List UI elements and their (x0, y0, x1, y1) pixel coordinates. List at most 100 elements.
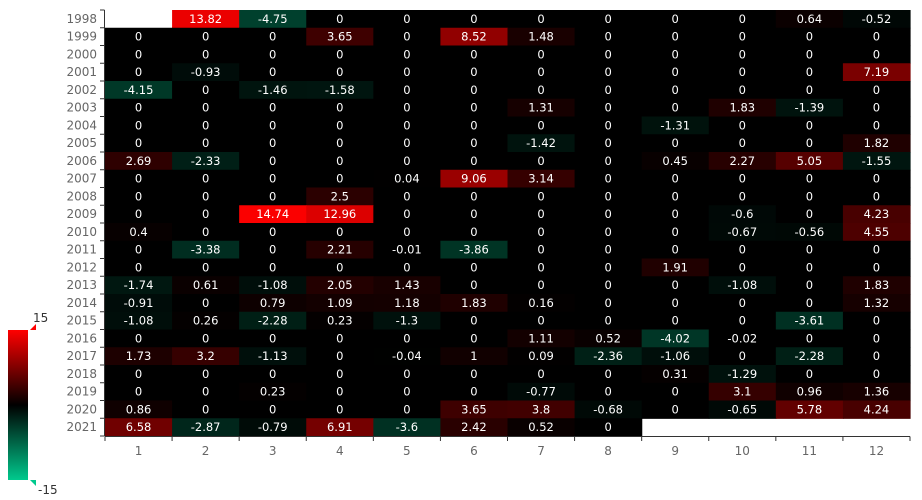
heatmap-cell[interactable] (373, 276, 442, 295)
heatmap-cell[interactable] (708, 98, 777, 118)
heatmap-cell[interactable] (373, 347, 442, 366)
heatmap-cell[interactable] (239, 63, 307, 82)
heatmap-cell[interactable] (641, 400, 710, 419)
heatmap-cell[interactable] (842, 294, 911, 313)
heatmap-cell[interactable] (708, 329, 777, 348)
heatmap-cell[interactable] (507, 10, 576, 29)
heatmap-cell[interactable] (172, 98, 240, 118)
heatmap-cell[interactable] (775, 169, 844, 189)
heatmap-cell[interactable] (306, 45, 374, 64)
heatmap-cell[interactable] (507, 152, 576, 171)
heatmap-cell[interactable] (105, 276, 173, 295)
heatmap-cell[interactable] (373, 187, 442, 206)
heatmap-cell[interactable] (373, 240, 442, 260)
heatmap-cell[interactable] (775, 10, 844, 29)
visual-map-top-handle[interactable] (30, 324, 36, 330)
heatmap-cell[interactable] (775, 294, 844, 313)
heatmap-cell[interactable] (172, 116, 240, 135)
heatmap-cell[interactable] (239, 169, 307, 189)
heatmap-cell[interactable] (574, 382, 643, 402)
heatmap-cell[interactable] (306, 205, 374, 224)
heatmap-cell[interactable] (306, 382, 374, 402)
heatmap-cell[interactable] (574, 63, 643, 82)
heatmap-cell[interactable] (105, 169, 173, 189)
heatmap-cell[interactable] (708, 223, 777, 242)
heatmap-cell[interactable] (507, 205, 576, 224)
heatmap-cell[interactable] (641, 347, 710, 366)
heatmap-cell[interactable] (440, 276, 509, 295)
heatmap-cell[interactable] (172, 347, 240, 366)
heatmap-cell[interactable] (440, 418, 509, 437)
heatmap-cell[interactable] (775, 152, 844, 171)
heatmap-cell[interactable] (842, 187, 911, 206)
heatmap-cell[interactable] (440, 10, 509, 29)
heatmap-cell[interactable] (507, 400, 576, 419)
heatmap-cell[interactable] (574, 223, 643, 242)
heatmap-cell[interactable] (373, 27, 442, 47)
heatmap-cell[interactable] (574, 418, 643, 437)
heatmap-cell[interactable] (775, 45, 844, 64)
heatmap-cell[interactable] (373, 365, 442, 384)
heatmap-cell[interactable] (507, 329, 576, 348)
heatmap-cell[interactable] (708, 276, 777, 295)
heatmap-cell[interactable] (641, 27, 710, 47)
heatmap-cell[interactable] (641, 223, 710, 242)
heatmap-cell[interactable] (373, 382, 442, 402)
heatmap-cell[interactable] (105, 347, 173, 366)
heatmap-cell[interactable] (239, 81, 307, 100)
heatmap-cell[interactable] (708, 382, 777, 402)
heatmap-cell[interactable] (775, 116, 844, 135)
heatmap-cell[interactable] (775, 311, 844, 331)
heatmap-cell[interactable] (507, 169, 576, 189)
heatmap-cell[interactable] (574, 169, 643, 189)
heatmap-cell[interactable] (507, 98, 576, 118)
heatmap-cell[interactable] (440, 329, 509, 348)
heatmap-cell[interactable] (574, 81, 643, 100)
heatmap-cell[interactable] (373, 258, 442, 277)
heatmap-cell[interactable] (239, 311, 307, 331)
heatmap-cell[interactable] (641, 81, 710, 100)
heatmap-cell[interactable] (306, 365, 374, 384)
heatmap-cell[interactable] (641, 205, 710, 224)
heatmap-cell[interactable] (775, 187, 844, 206)
heatmap-cell[interactable] (574, 10, 643, 29)
heatmap-cell[interactable] (172, 134, 240, 153)
heatmap-cell[interactable] (842, 258, 911, 277)
heatmap-cell[interactable] (105, 98, 173, 118)
heatmap-cell[interactable] (239, 205, 307, 224)
heatmap-cell[interactable] (440, 365, 509, 384)
heatmap-cell[interactable] (708, 347, 777, 366)
heatmap-cell[interactable] (172, 152, 240, 171)
heatmap-cell[interactable] (373, 400, 442, 419)
heatmap-cell[interactable] (105, 311, 173, 331)
heatmap-cell[interactable] (641, 98, 710, 118)
heatmap-cell[interactable] (306, 276, 374, 295)
heatmap-cell[interactable] (641, 329, 710, 348)
visual-map-legend[interactable]: 15 -15 (8, 311, 58, 497)
heatmap-cell[interactable] (373, 418, 442, 437)
heatmap-cell[interactable] (239, 27, 307, 47)
heatmap-cell[interactable] (641, 365, 710, 384)
heatmap-cell[interactable] (641, 311, 710, 331)
heatmap-cell[interactable] (574, 134, 643, 153)
heatmap-cell[interactable] (239, 223, 307, 242)
heatmap-cell[interactable] (507, 258, 576, 277)
heatmap-cell[interactable] (708, 134, 777, 153)
heatmap-cell[interactable] (172, 311, 240, 331)
heatmap-cell[interactable] (574, 98, 643, 118)
heatmap-cell[interactable] (842, 329, 911, 348)
heatmap-cell[interactable] (574, 276, 643, 295)
heatmap-cell[interactable] (239, 134, 307, 153)
heatmap-cell[interactable] (775, 258, 844, 277)
heatmap-cell[interactable] (306, 400, 374, 419)
heatmap-cell[interactable] (172, 365, 240, 384)
heatmap-cell[interactable] (708, 205, 777, 224)
heatmap-cell[interactable] (172, 258, 240, 277)
heatmap-cell[interactable] (842, 81, 911, 100)
heatmap-cell[interactable] (239, 10, 307, 29)
heatmap-cell[interactable] (574, 45, 643, 64)
heatmap-cell[interactable] (842, 382, 911, 402)
heatmap-cell[interactable] (775, 134, 844, 153)
heatmap-cell[interactable] (641, 258, 710, 277)
heatmap-cell[interactable] (306, 169, 374, 189)
